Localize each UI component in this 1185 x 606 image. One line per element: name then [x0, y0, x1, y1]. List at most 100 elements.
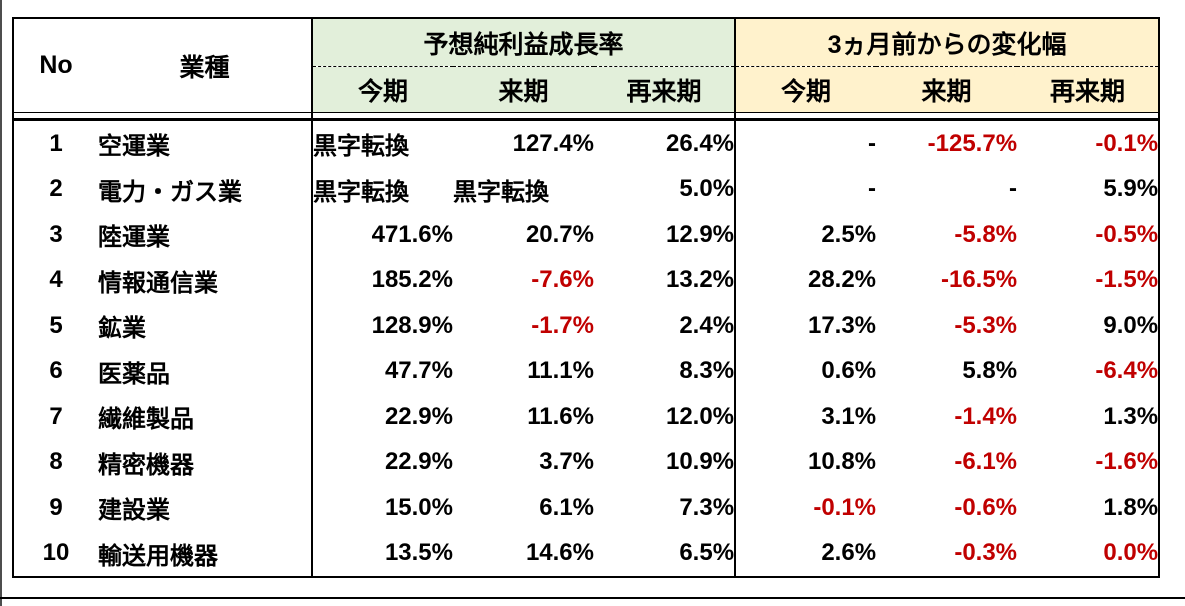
group-header-change-3mo: 3ヵ月前からの変化幅 [735, 18, 1160, 67]
column-header-industry: 業種 [98, 18, 313, 113]
table-row: 3 陸運業 471.6% 20.7% 12.9% 2.5% -5.8% -0.5… [13, 212, 1159, 258]
row-number: 6 [49, 357, 63, 385]
industry-name: 輸送用機器 [98, 530, 313, 577]
change-current: 17.3% [807, 311, 877, 339]
industry-name: 精密機器 [98, 439, 313, 485]
change-current: 2.6% [821, 539, 877, 567]
table-row: 7 繊維製品 22.9% 11.6% 12.0% 3.1% -1.4% 1.3% [13, 394, 1159, 440]
change-next2: 1.3% [1103, 402, 1159, 430]
industry-name: 空運業 [98, 119, 313, 167]
table-row: 1 空運業 黒字転換 127.4% 26.4% - -125.7% -0.1% [13, 119, 1159, 167]
change-next2: -1.6% [1095, 448, 1159, 476]
change-current: -0.1% [813, 493, 877, 521]
forecast-current: 185.2% [371, 266, 453, 294]
change-current: 0.6% [821, 357, 877, 385]
forecast-next: 6.1% [539, 493, 594, 521]
change-current: - [868, 129, 877, 157]
industry-name: 医薬品 [98, 348, 313, 394]
left-frame-line [0, 0, 2, 606]
subheader-change-next: 来期 [876, 66, 1018, 113]
forecast-current: 13.5% [384, 539, 453, 567]
bottom-frame-line [0, 597, 1185, 599]
forecast-current: 黒字転換 [313, 178, 409, 206]
forecast-next2: 10.9% [594, 439, 737, 485]
forecast-next: 11.1% [527, 357, 594, 385]
change-next2: -6.4% [1095, 357, 1159, 385]
change-current: 2.5% [821, 220, 877, 248]
forecast-next2: 7.3% [594, 485, 737, 531]
change-next2: 9.0% [1103, 311, 1159, 339]
forecast-next2: 8.3% [594, 348, 737, 394]
row-number: 2 [49, 175, 63, 203]
row-number: 9 [49, 493, 63, 521]
subheader-change-next2: 再来期 [1017, 66, 1160, 113]
table-row: 8 精密機器 22.9% 3.7% 10.9% 10.8% -6.1% -1.6… [13, 439, 1159, 485]
subheader-forecast-next2: 再来期 [594, 66, 737, 113]
row-number: 4 [49, 266, 63, 294]
forecast-next: 14.6% [525, 539, 594, 567]
table-header: No 業種 予想純利益成長率 3ヵ月前からの変化幅 今期 来期 再来期 今期 来… [13, 18, 1160, 121]
forecast-next2: 6.5% [594, 530, 737, 577]
table-row: 6 医薬品 47.7% 11.1% 8.3% 0.6% 5.8% -6.4% [13, 348, 1159, 394]
change-next: -5.3% [954, 311, 1018, 339]
row-number: 1 [49, 129, 63, 157]
change-next: -125.7% [927, 129, 1018, 157]
forecast-current: 22.9% [384, 402, 453, 430]
change-next: - [1009, 175, 1018, 203]
row-number: 8 [49, 448, 63, 476]
change-next2: 0.0% [1103, 539, 1159, 567]
forecast-next: -1.7% [531, 311, 594, 339]
forecast-current: 黒字転換 [313, 133, 409, 161]
forecast-next2: 26.4% [594, 119, 737, 167]
row-number: 5 [49, 311, 63, 339]
forecast-next: -7.6% [531, 266, 594, 294]
row-number: 10 [42, 539, 70, 567]
change-next2: -1.5% [1095, 266, 1159, 294]
header-double-rule [13, 112, 1160, 121]
change-next: -1.4% [954, 402, 1018, 430]
change-next: -0.3% [954, 539, 1018, 567]
table-body: 1 空運業 黒字転換 127.4% 26.4% - -125.7% -0.1% … [13, 119, 1159, 577]
forecast-next: 20.7% [525, 220, 594, 248]
change-next2: -0.1% [1095, 129, 1159, 157]
table-row: 2 電力・ガス業 黒字転換 黒字転換 5.0% - - 5.9% [13, 166, 1159, 212]
column-header-no: No [13, 18, 98, 113]
forecast-current: 15.0% [384, 493, 453, 521]
forecast-current: 471.6% [371, 220, 453, 248]
change-current: 10.8% [807, 448, 877, 476]
row-number: 3 [49, 220, 63, 248]
change-next: -16.5% [940, 266, 1018, 294]
change-next: -6.1% [954, 448, 1018, 476]
forecast-next2: 2.4% [594, 303, 737, 349]
forecast-current: 22.9% [384, 448, 453, 476]
subheader-change-current: 今期 [735, 66, 877, 113]
industry-name: 建設業 [98, 485, 313, 531]
forecast-next2: 13.2% [594, 257, 737, 303]
industry-growth-table: No 業種 予想純利益成長率 3ヵ月前からの変化幅 今期 来期 再来期 今期 来… [12, 17, 1161, 578]
table-row: 10 輸送用機器 13.5% 14.6% 6.5% 2.6% -0.3% 0.0… [13, 530, 1159, 577]
change-next: -0.6% [954, 493, 1018, 521]
change-next: -5.8% [954, 220, 1018, 248]
industry-name: 電力・ガス業 [98, 166, 313, 212]
forecast-current: 128.9% [371, 311, 453, 339]
change-next: 5.8% [962, 357, 1018, 385]
industry-name: 情報通信業 [98, 257, 313, 303]
forecast-next2: 5.0% [594, 166, 737, 212]
forecast-next: 3.7% [539, 448, 594, 476]
table-row: 5 鉱業 128.9% -1.7% 2.4% 17.3% -5.3% 9.0% [13, 303, 1159, 349]
group-header-forecast-growth: 予想純利益成長率 [312, 18, 737, 67]
change-next2: -0.5% [1095, 220, 1159, 248]
subheader-forecast-current: 今期 [312, 66, 453, 113]
table-row: 9 建設業 15.0% 6.1% 7.3% -0.1% -0.6% 1.8% [13, 485, 1159, 531]
industry-name: 陸運業 [98, 212, 313, 258]
forecast-current: 47.7% [384, 357, 453, 385]
forecast-next2: 12.0% [594, 394, 737, 440]
change-current: 3.1% [821, 402, 877, 430]
change-next2: 1.8% [1103, 493, 1159, 521]
forecast-next: 127.4% [512, 129, 594, 157]
forecast-next: 黒字転換 [453, 178, 549, 206]
table-row: 4 情報通信業 185.2% -7.6% 13.2% 28.2% -16.5% … [13, 257, 1159, 303]
change-current: - [868, 175, 877, 203]
change-current: 28.2% [807, 266, 877, 294]
